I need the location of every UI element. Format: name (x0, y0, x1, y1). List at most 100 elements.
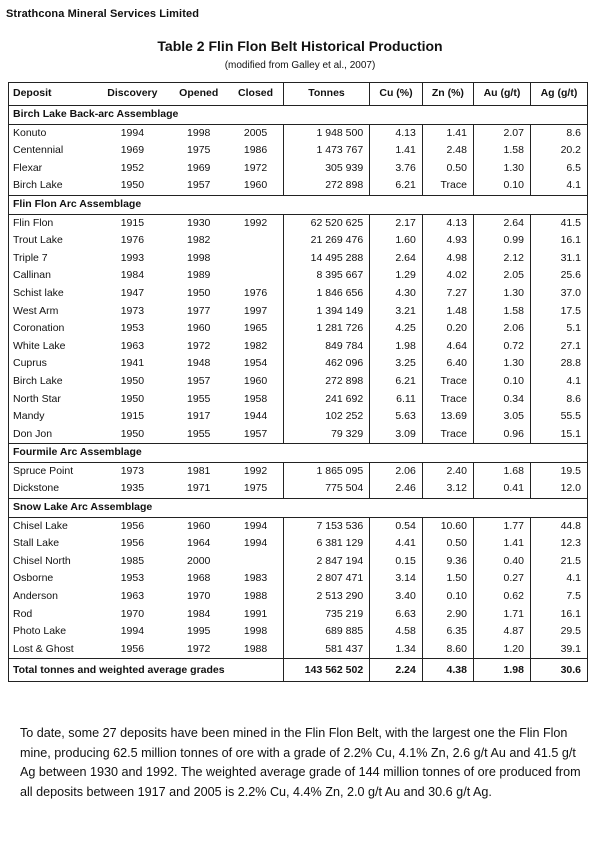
cell-zn: 4.93 (421, 232, 474, 250)
cell-deposit: Birch Lake (13, 374, 63, 387)
cell-closed (228, 553, 283, 571)
cell-au: 1.77 (472, 517, 531, 536)
cell-ag: 29.5 (529, 623, 588, 641)
cell-zn: 6.35 (421, 623, 474, 641)
cell-closed: 1954 (243, 357, 268, 370)
cell-zn: 2.90 (421, 605, 474, 624)
cell-deposit: North Star (13, 392, 61, 405)
cell-au: 0.96 (472, 425, 531, 444)
cell-zn: 7.27 (421, 284, 474, 303)
cell-au: 1.30 (472, 284, 531, 303)
cell-cu: 1.29 (369, 267, 423, 285)
cell-zn: Trace (421, 425, 474, 444)
table-header-row: Deposit Discovery Opened Closed Tonnes C… (8, 82, 588, 106)
cell-tonnes: 241 692 (282, 390, 370, 409)
cell-deposit: Flexar (13, 161, 43, 174)
cell-closed: 1958 (243, 392, 268, 405)
cell-tonnes: 1 948 500 (282, 124, 370, 143)
table-row: Trout Lake 1976 1982 21 269 476 1.60 4.93 0.99… (9, 232, 588, 250)
cell-discovery: 1993 (120, 251, 145, 264)
cell-deposit: Trout Lake (13, 234, 63, 247)
total-label: Total tonnes and weighted average grades (8, 658, 284, 682)
cell-opened: 1930 (187, 216, 211, 229)
table-row: Osborne 1953 1968 1983 2 807 471 3.14 1.50 0.27… (9, 570, 588, 589)
cell-deposit: Stall Lake (13, 537, 60, 550)
cell-discovery: 1956 (120, 642, 145, 655)
cell-opened: 1982 (187, 234, 211, 247)
cell-closed: 1965 (243, 322, 268, 335)
cell-tonnes: 1 394 149 (282, 302, 370, 321)
assemblage-name: Birch Lake Back-arc Assemblage (8, 105, 588, 125)
table-row: Konuto 1994 1998 2005 1 948 500 4.13 1.41 2.07 8… (9, 124, 588, 143)
cell-cu: 3.76 (369, 159, 423, 178)
table-row: Spruce Point 1973 1981 1992 1 865 095 2.06 2.4… (9, 462, 588, 481)
cell-au: 1.20 (472, 640, 531, 659)
company-name: Strathcona Mineral Services Limited (6, 8, 200, 20)
cell-au: 1.58 (472, 142, 531, 160)
cell-cu: 2.17 (369, 214, 423, 233)
cell-closed: 1988 (243, 590, 268, 603)
table-row: North Star 1950 1955 1958 241 692 6.11 Trace 0.… (9, 390, 588, 409)
cell-ag: 16.1 (529, 232, 588, 250)
column-header-cu: Cu (%) (369, 82, 423, 106)
cell-closed: 1992 (243, 464, 268, 477)
cell-ag: 15.1 (529, 425, 588, 444)
cell-closed: 1976 (243, 286, 268, 299)
cell-opened: 1972 (187, 642, 211, 655)
cell-tonnes: 581 437 (282, 640, 370, 659)
cell-opened: 1995 (187, 625, 211, 638)
cell-tonnes: 1 846 656 (282, 284, 370, 303)
cell-cu: 4.41 (369, 535, 423, 553)
cell-cu: 2.06 (369, 462, 423, 481)
cell-zn: 1.48 (421, 302, 474, 321)
cell-closed: 1972 (243, 161, 268, 174)
cell-discovery: 1963 (120, 590, 145, 603)
table-row: Stall Lake 1956 1964 1994 6 381 129 4.41 0.50 1… (9, 535, 588, 553)
cell-opened: 1984 (187, 607, 211, 620)
table-row: Cuprus 1941 1948 1954 462 096 3.25 6.40 1.30 28.… (9, 355, 588, 373)
table-subtitle: (modified from Galley et al., 2007) (224, 60, 376, 71)
cell-deposit: White Lake (13, 339, 66, 352)
cell-closed: 1992 (243, 216, 268, 229)
cell-opened: 1998 (187, 126, 211, 139)
cell-discovery: 1950 (120, 427, 145, 440)
cell-discovery: 1994 (120, 126, 145, 139)
cell-opened: 1957 (187, 374, 211, 387)
cell-closed: 1991 (243, 607, 268, 620)
cell-au: 1.30 (472, 159, 531, 178)
cell-closed: 1997 (243, 304, 268, 317)
cell-ag: 31.1 (529, 249, 588, 268)
table-row: West Arm 1973 1977 1997 1 394 149 3.21 1.48 1.5… (9, 302, 588, 321)
cell-discovery: 1941 (120, 357, 145, 370)
cell-tonnes: 305 939 (282, 159, 370, 178)
cell-deposit: Konuto (13, 126, 47, 139)
cell-au: 4.87 (472, 623, 531, 641)
cell-zn: Trace (421, 372, 474, 391)
cell-tonnes: 8 395 667 (282, 267, 370, 285)
table-row: Centennial 1969 1975 1986 1 473 767 1.41 2.48 1… (9, 142, 588, 160)
cell-ag: 7.5 (529, 588, 588, 606)
cell-closed: 1975 (243, 482, 268, 495)
table-row: Triple 7 1993 1998 14 495 288 2.64 4.98 2.12 31… (9, 249, 588, 268)
table-row: Birch Lake 1950 1957 1960 272 898 6.21 Trace 0.… (9, 177, 588, 196)
cell-au: 2.07 (472, 124, 531, 143)
column-header-opened: Opened (169, 82, 229, 106)
cell-closed: 1994 (243, 519, 268, 532)
cell-cu: 4.13 (369, 124, 423, 143)
cell-ag: 6.5 (529, 159, 588, 178)
table-title: Table 2 Flin Flon Belt Historical Produc… (157, 38, 443, 54)
cell-tonnes: 7 153 536 (282, 517, 370, 536)
cell-zn: 1.41 (421, 124, 474, 143)
cell-zn: 4.02 (421, 267, 474, 285)
cell-discovery: 1973 (120, 304, 145, 317)
cell-deposit: Coronation (13, 322, 65, 335)
cell-zn: 0.20 (421, 320, 474, 338)
cell-closed (228, 267, 283, 285)
cell-opened: 1917 (187, 410, 211, 423)
cell-cu: 6.21 (369, 372, 423, 391)
table-row: Coronation 1953 1960 1965 1 281 726 4.25 0.20 2… (9, 320, 588, 338)
cell-au: 3.05 (472, 408, 531, 426)
cell-zn: 4.13 (421, 214, 474, 233)
cell-tonnes: 2 847 194 (282, 552, 370, 571)
cell-zn: 8.60 (421, 640, 474, 659)
